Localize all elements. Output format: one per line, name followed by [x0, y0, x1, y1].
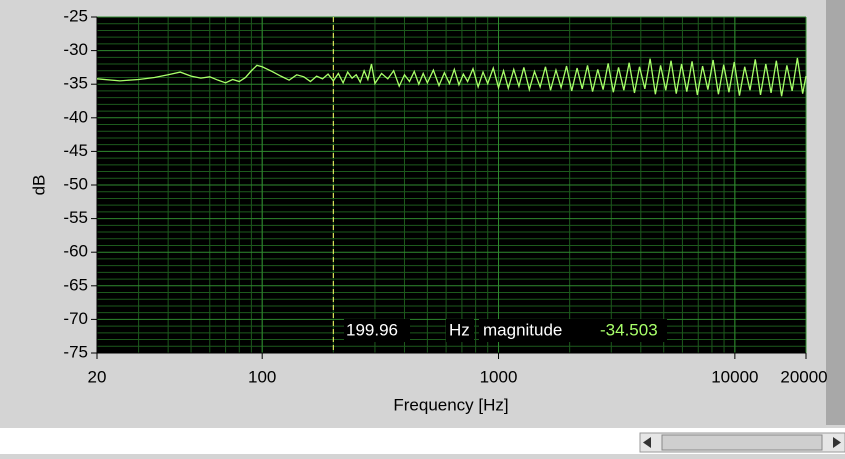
x-axis-label: Frequency [Hz] — [393, 395, 508, 414]
y-tick-label: -25 — [63, 6, 88, 25]
y-tick-label: -45 — [63, 141, 88, 160]
cursor-box — [479, 319, 597, 342]
y-tick-label: -75 — [63, 342, 88, 361]
cursor-name: magnitude — [483, 320, 562, 339]
x-tick-label: 10000 — [711, 367, 758, 386]
y-tick-label: -70 — [63, 309, 88, 328]
scroll-left[interactable] — [643, 437, 651, 448]
scroll-thumb[interactable] — [661, 434, 823, 451]
cursor-box — [446, 319, 474, 342]
y-axis-label: dB — [29, 175, 48, 196]
y-tick-label: -30 — [63, 40, 88, 59]
cursor-y: -34.503 — [600, 320, 658, 339]
y-tick-label: -65 — [63, 275, 88, 294]
cursor-box — [344, 319, 410, 342]
x-tick-label: 100 — [248, 367, 276, 386]
scrollbar[interactable] — [639, 432, 845, 453]
side-bar — [826, 0, 845, 425]
cursor-x: 199.96 — [346, 320, 398, 339]
y-tick-label: -40 — [63, 107, 88, 126]
y-tick-label: -55 — [63, 208, 88, 227]
x-tick-label: 20000 — [780, 367, 827, 386]
y-tick-label: -60 — [63, 242, 88, 261]
cursor-unit: Hz — [449, 320, 470, 339]
x-tick-label: 1000 — [480, 367, 518, 386]
x-tick-label: 20 — [88, 367, 107, 386]
scroll-right[interactable] — [833, 437, 841, 448]
data-line — [96, 57, 807, 97]
y-tick-label: -35 — [63, 74, 88, 93]
cursor-box — [597, 319, 667, 342]
y-tick-label: -50 — [63, 174, 88, 193]
